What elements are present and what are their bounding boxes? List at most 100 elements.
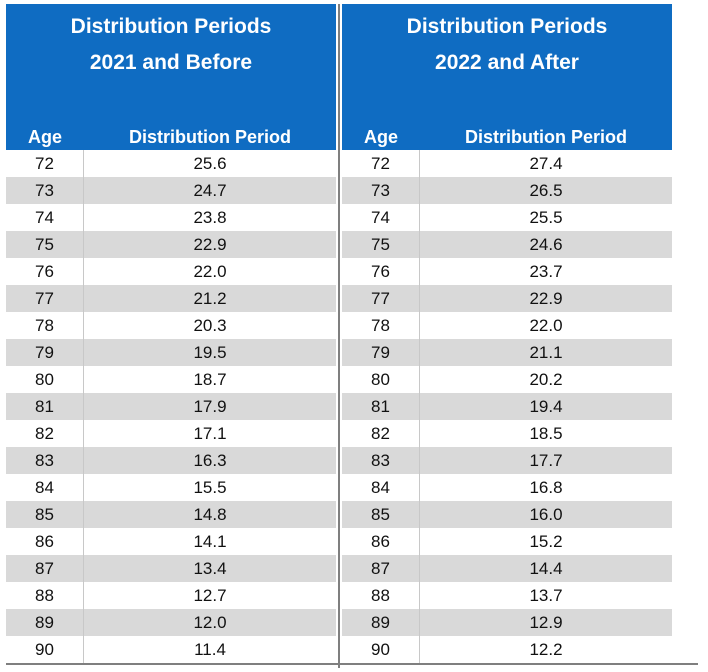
age-cell: 79: [342, 339, 420, 366]
distribution-period-cell: 17.1: [193, 424, 227, 443]
age-cell: 82: [342, 420, 420, 447]
distribution-period-cell: 26.5: [529, 181, 563, 200]
distribution-period-cell: 16.8: [529, 478, 563, 497]
age-cell: 73: [342, 177, 420, 204]
column-header-distribution-period: Distribution Period: [465, 127, 627, 147]
table-bottom-border: [6, 663, 698, 665]
age-cell: 74: [6, 204, 84, 231]
age-cell: 81: [6, 393, 84, 420]
column-header-distribution-period: Distribution Period: [129, 127, 291, 147]
age-cell: 85: [342, 501, 420, 528]
age-cell: 89: [342, 609, 420, 636]
age-cell: 72: [6, 150, 84, 177]
age-cell: 90: [342, 636, 420, 663]
distribution-period-cell: 22.9: [529, 289, 563, 308]
column-header-age: Age: [27, 127, 62, 147]
table-row: 73 24.7: [6, 177, 336, 204]
table-row: 84 15.5: [6, 474, 336, 501]
panel-header: Distribution Periods 2022 and After Age …: [342, 4, 672, 150]
distribution-period-cell: 22.0: [529, 316, 563, 335]
age-cell: 75: [342, 231, 420, 258]
age-cell: 75: [6, 231, 84, 258]
age-cell: 87: [342, 555, 420, 582]
table-row: 80 18.7: [6, 366, 336, 393]
distribution-period-cell: 15.2: [529, 532, 563, 551]
table-row: 75 22.9: [6, 231, 336, 258]
table-row: 86 15.2: [342, 528, 672, 555]
title-line-1: Distribution Periods: [406, 15, 608, 38]
panel-title: Distribution Periods 2022 and After: [342, 9, 672, 81]
age-cell: 88: [342, 582, 420, 609]
distribution-period-cell: 18.5: [529, 424, 563, 443]
table-row: 73 26.5: [342, 177, 672, 204]
table-row: 72 25.6: [6, 150, 336, 177]
title-line-2: 2021 and Before: [89, 51, 253, 74]
table-row: 80 20.2: [342, 366, 672, 393]
distribution-period-cell: 22.0: [193, 262, 227, 281]
distribution-period-cell: 12.7: [193, 586, 227, 605]
age-cell: 80: [342, 366, 420, 393]
table-row: 87 14.4: [342, 555, 672, 582]
table-row: 82 17.1: [6, 420, 336, 447]
age-cell: 79: [6, 339, 84, 366]
column-header-age: Age: [363, 127, 398, 147]
age-cell: 74: [342, 204, 420, 231]
age-cell: 90: [6, 636, 84, 663]
panel-title: Distribution Periods 2021 and Before: [6, 9, 336, 81]
distribution-period-cell: 14.1: [193, 532, 227, 551]
table-row: 74 25.5: [342, 204, 672, 231]
title-line-1: Distribution Periods: [70, 15, 272, 38]
table-row: 87 13.4: [6, 555, 336, 582]
table-row: 72 27.4: [342, 150, 672, 177]
age-cell: 88: [6, 582, 84, 609]
distribution-period-cell: 15.5: [193, 478, 227, 497]
age-cell: 86: [342, 528, 420, 555]
panel-divider: [338, 4, 340, 668]
age-cell: 85: [6, 501, 84, 528]
table-row: 75 24.6: [342, 231, 672, 258]
table-row: 82 18.5: [342, 420, 672, 447]
distribution-period-cell: 14.8: [193, 505, 227, 524]
distribution-period-cell: 24.7: [193, 181, 227, 200]
panel-2021-and-before: Distribution Periods 2021 and Before Age…: [6, 4, 336, 663]
table-row: 84 16.8: [342, 474, 672, 501]
age-cell: 87: [6, 555, 84, 582]
table-row: 89 12.9: [342, 609, 672, 636]
table-row: 89 12.0: [6, 609, 336, 636]
distribution-period-cell: 23.8: [193, 208, 227, 227]
distribution-period-cell: 25.6: [193, 154, 227, 173]
age-cell: 76: [6, 258, 84, 285]
table-row: 83 17.7: [342, 447, 672, 474]
age-cell: 81: [342, 393, 420, 420]
table-row: 79 21.1: [342, 339, 672, 366]
table-body: 72 25.6 73 24.7 74 23.8 75 22.9 76 22.0 77 21.2 78 20…: [6, 150, 336, 663]
distribution-period-cell: 12.0: [193, 613, 227, 632]
table-row: 76 22.0: [6, 258, 336, 285]
table-body: 72 27.4 73 26.5 74 25.5 75 24.6 76 23.7 77 22.9 78 22…: [342, 150, 672, 663]
table-row: 85 14.8: [6, 501, 336, 528]
table-row: 81 17.9: [6, 393, 336, 420]
distribution-period-cell: 12.9: [529, 613, 563, 632]
age-cell: 77: [6, 285, 84, 312]
distribution-period-cell: 24.6: [529, 235, 563, 254]
age-cell: 77: [342, 285, 420, 312]
table-row: 76 23.7: [342, 258, 672, 285]
distribution-period-cell: 23.7: [529, 262, 563, 281]
table-row: 88 13.7: [342, 582, 672, 609]
table-row: 83 16.3: [6, 447, 336, 474]
age-cell: 80: [6, 366, 84, 393]
table-row: 77 21.2: [6, 285, 336, 312]
age-cell: 83: [6, 447, 84, 474]
distribution-period-cell: 18.7: [193, 370, 227, 389]
distribution-period-cell: 14.4: [529, 559, 563, 578]
panel-header: Distribution Periods 2021 and Before Age…: [6, 4, 336, 150]
age-cell: 86: [6, 528, 84, 555]
distribution-period-cell: 27.4: [529, 154, 563, 173]
table-row: 77 22.9: [342, 285, 672, 312]
distribution-period-cell: 19.5: [193, 343, 227, 362]
distribution-period-cell: 11.4: [194, 640, 226, 659]
distribution-period-cell: 25.5: [529, 208, 563, 227]
table-row: 81 19.4: [342, 393, 672, 420]
age-cell: 84: [342, 474, 420, 501]
distribution-period-cell: 20.2: [529, 370, 563, 389]
